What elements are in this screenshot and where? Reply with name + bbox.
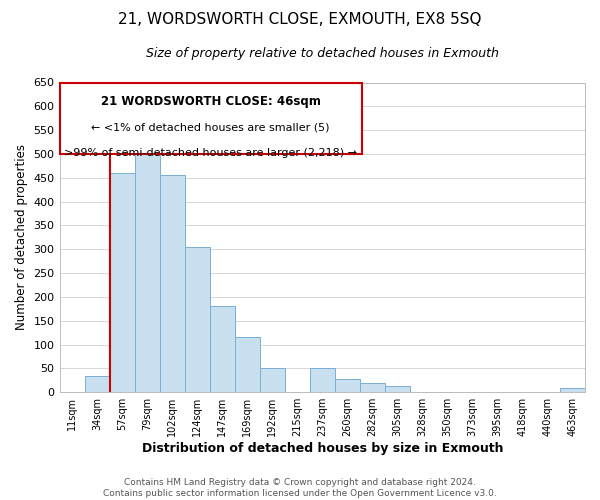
Text: 21 WORDSWORTH CLOSE: 46sqm: 21 WORDSWORTH CLOSE: 46sqm [101,95,320,108]
FancyBboxPatch shape [59,82,362,154]
Bar [85,376,110,392]
Bar [335,379,360,392]
Text: Contains HM Land Registry data © Crown copyright and database right 2024.
Contai: Contains HM Land Registry data © Crown c… [103,478,497,498]
Bar [560,388,585,392]
Bar [110,173,134,392]
Text: >99% of semi-detached houses are larger (2,218) →: >99% of semi-detached houses are larger … [64,148,357,158]
Bar [360,382,385,392]
Bar [260,368,285,392]
Bar [385,386,410,392]
Bar [310,368,335,392]
Bar [160,176,185,392]
Bar [134,147,160,392]
Title: Size of property relative to detached houses in Exmouth: Size of property relative to detached ho… [146,48,499,60]
Bar [209,306,235,392]
X-axis label: Distribution of detached houses by size in Exmouth: Distribution of detached houses by size … [142,442,503,455]
Text: 21, WORDSWORTH CLOSE, EXMOUTH, EX8 5SQ: 21, WORDSWORTH CLOSE, EXMOUTH, EX8 5SQ [118,12,482,28]
Y-axis label: Number of detached properties: Number of detached properties [15,144,28,330]
Bar [235,338,260,392]
Bar [185,247,209,392]
Text: ← <1% of detached houses are smaller (5): ← <1% of detached houses are smaller (5) [91,123,330,133]
